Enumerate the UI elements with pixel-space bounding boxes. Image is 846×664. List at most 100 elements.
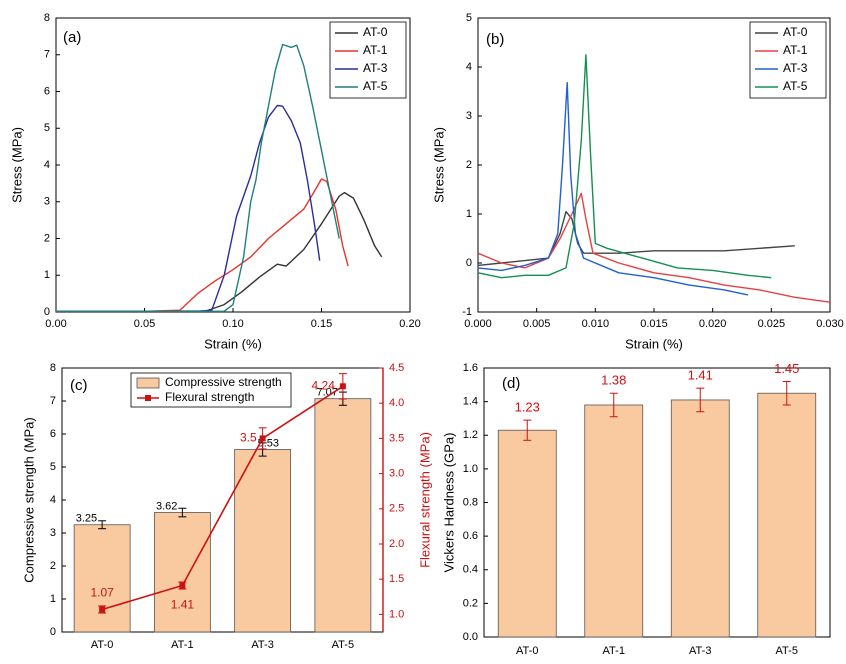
x-tick-label: 0.020 <box>699 318 727 330</box>
legend-label: Compressive strength <box>165 375 282 389</box>
series-line-at-3 <box>56 104 321 312</box>
data-label-flexural: 1.07 <box>90 586 114 600</box>
panel-b-strain-stress-chart: -1 0 1 2 3 4 5 0.000 0.005 0.010 0.015 0.020 0.025 0.… <box>431 12 843 352</box>
y-tick-label: 5 <box>50 461 56 473</box>
y-tick-label: 1.6 <box>463 362 478 374</box>
data-label-compressive: 3.62 <box>156 500 177 512</box>
series-line-at-0 <box>477 210 795 267</box>
y-tick-label: 2 <box>44 232 50 244</box>
y-tick-label: 5 <box>466 12 472 24</box>
data-label-flexural: 1.41 <box>171 598 195 612</box>
x-tick-label: 0.15 <box>311 318 332 330</box>
y-tick-label: 6 <box>44 85 50 97</box>
y-axis-label: Stress (MPa) <box>431 127 446 203</box>
x-tick-label: 0.015 <box>640 318 668 330</box>
legend-box <box>749 21 827 99</box>
panel-label: (d) <box>502 375 520 392</box>
y-tick-label: 0 <box>50 626 56 638</box>
bar-hardness <box>584 404 644 638</box>
legend-label: AT-5 <box>783 79 808 93</box>
legend-box <box>329 21 407 99</box>
series-line-at-5 <box>56 43 340 312</box>
bar-hardness <box>497 429 557 638</box>
y-tick-label: 6 <box>50 428 56 440</box>
y-tick-label: -1 <box>462 306 472 318</box>
bar-compressive <box>153 512 211 633</box>
series-line-at-3 <box>477 82 749 296</box>
legend-label: AT-1 <box>783 43 808 57</box>
legend-label: Flexural strength <box>165 390 254 404</box>
legend-label: AT-5 <box>363 79 388 93</box>
y-tick-label: 8 <box>44 12 50 24</box>
x-tick-label: 0.05 <box>134 318 155 330</box>
y2-tick-label: 2.5 <box>389 503 404 515</box>
y-tick-label: 1 <box>44 269 50 281</box>
x-tick-label: AT-3 <box>689 645 711 657</box>
y-tick-label: 0.2 <box>463 597 478 609</box>
y-tick-label: 0 <box>44 306 50 318</box>
y-tick-label: 1.0 <box>463 463 478 475</box>
legend-label: AT-3 <box>783 61 808 75</box>
legend-swatch-marker <box>145 395 151 401</box>
y2-tick-label: 1.0 <box>389 608 404 620</box>
bar-compressive <box>234 449 292 633</box>
y-tick-label: 3 <box>44 196 50 208</box>
data-label-flexural: 3.5 <box>240 431 257 445</box>
y2-tick-label: 4.5 <box>389 362 404 374</box>
y-tick-label: 1 <box>50 593 56 605</box>
data-label-hardness: 1.41 <box>688 368 713 383</box>
flexural-line <box>101 385 344 611</box>
flexural-point <box>99 606 106 613</box>
panel-label: (a) <box>63 29 81 46</box>
y-tick-label: 2 <box>466 159 472 171</box>
panel-label: (c) <box>70 377 88 394</box>
x-tick-label: 0.10 <box>222 318 243 330</box>
y-tick-label: 3 <box>466 110 472 122</box>
panel-a-strain-stress-chart: 0 1 2 3 4 5 6 7 8 0.00 0.05 0.10 0.15 0.20 Strain (%) S… <box>9 12 420 352</box>
y2-axis-label: Flexural strength (MPa) <box>417 432 432 568</box>
bar-compressive <box>73 524 131 633</box>
y-tick-label: 4 <box>44 159 50 171</box>
flexural-point <box>259 435 266 442</box>
y2-tick-label: 4.0 <box>389 397 404 409</box>
x-tick-label: AT-5 <box>776 645 798 657</box>
y-axis-label: Stress (MPa) <box>9 127 24 203</box>
y2-tick-label: 1.5 <box>389 573 404 585</box>
y-tick-label: 0.8 <box>463 496 478 508</box>
y-tick-label: 2 <box>50 560 56 572</box>
bar-hardness <box>757 392 817 638</box>
y-axis-label: Compressive strength (MPa) <box>21 417 36 582</box>
bar-compressive <box>314 398 372 633</box>
x-tick-label: 0.20 <box>399 318 420 330</box>
series-line-at-5 <box>477 54 772 279</box>
y-tick-label: 0 <box>466 257 472 269</box>
x-tick-label: AT-3 <box>251 639 273 651</box>
data-label-hardness: 1.45 <box>774 361 799 376</box>
y-tick-label: 1 <box>466 208 472 220</box>
y2-tick-label: 3.0 <box>389 468 404 480</box>
y-tick-label: 4 <box>50 494 56 506</box>
panel-d-hardness-chart: 0.0 0.2 0.4 0.6 0.8 1.0 1.2 1.4 1.6 Vickers Hardn… <box>441 361 831 657</box>
panel-c-strength-chart: 0 1 2 3 4 5 6 7 8 1.0 1.5 2.0 2.5 3.0 3.5 4.0 4.5 Compres… <box>21 362 432 651</box>
legend-label: AT-0 <box>783 25 808 39</box>
data-label-flexural: 4.24 <box>312 378 336 392</box>
legend-label: AT-1 <box>363 43 388 57</box>
x-tick-label: 0.000 <box>464 318 492 330</box>
y-tick-label: 1.4 <box>463 396 478 408</box>
y-tick-label: 1.2 <box>463 429 478 441</box>
panel-label: (b) <box>486 31 504 48</box>
y-tick-label: 7 <box>50 395 56 407</box>
series-line-at-1 <box>477 192 831 303</box>
x-tick-label: AT-1 <box>171 639 193 651</box>
bar-hardness <box>670 399 730 638</box>
y-tick-label: 0.0 <box>463 631 478 643</box>
x-tick-label: AT-0 <box>91 639 113 651</box>
y-tick-label: 7 <box>44 49 50 61</box>
series-line-at-0 <box>56 191 383 312</box>
y-tick-label: 8 <box>50 362 56 374</box>
data-label-hardness: 1.23 <box>515 400 540 415</box>
y2-tick-label: 2.0 <box>389 538 404 550</box>
y2-tick-label: 3.5 <box>389 432 404 444</box>
legend-label: AT-3 <box>363 61 388 75</box>
